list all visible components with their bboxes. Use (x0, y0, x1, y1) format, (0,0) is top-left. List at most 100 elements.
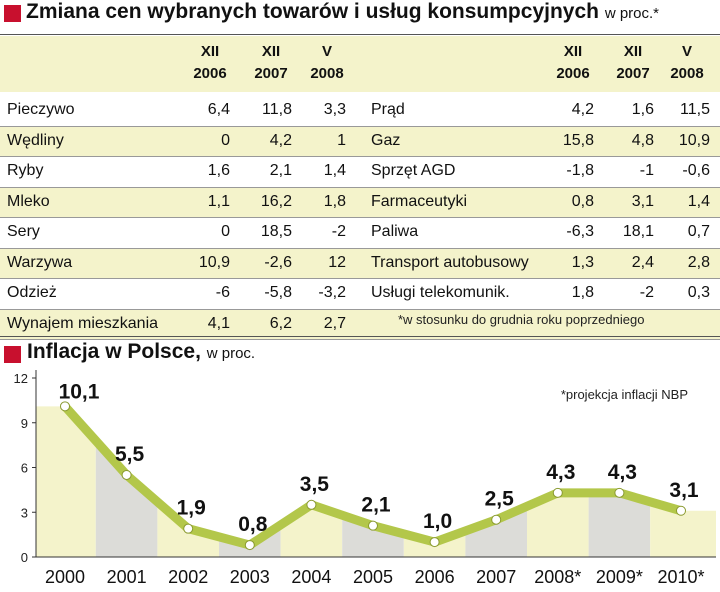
table-cell-value: 4,2 (269, 131, 292, 149)
table-row-label: Odzież (7, 284, 57, 301)
column-header-month: V (321, 43, 332, 60)
data-value-label: 1,0 (423, 510, 452, 533)
table-cell-value: 0 (221, 223, 230, 240)
table-row-label: Transport autobusowy (371, 253, 529, 271)
table-row-label: Paliwa (371, 223, 419, 240)
column-header-month: XII (563, 43, 583, 60)
data-value-label: 5,5 (115, 443, 145, 466)
table-cell-value: 1,4 (687, 192, 710, 210)
table-row-label: Prąd (371, 101, 405, 118)
data-point-marker (60, 401, 70, 412)
column-header-year: 2007 (254, 65, 288, 82)
table-title-text: Zmiana cen wybranych towarów i usług kon… (26, 0, 599, 23)
data-point-marker (429, 537, 440, 548)
column-header-month: V (681, 43, 692, 60)
y-tick-label: 3 (21, 505, 28, 520)
table-cell-value: 10,9 (198, 253, 230, 271)
data-value-label: 0,8 (238, 513, 268, 536)
inflation-line-chart: 0 3 6 9 12 10,1 5,5 1,9 0,8 3,5 2,1 1,0 2,5 4,3 4,3 3,1… (14, 370, 716, 587)
data-point-marker (552, 487, 563, 498)
table-cell-value: 10,9 (678, 131, 710, 149)
data-value-label: 3,5 (300, 473, 330, 496)
table-row-band (0, 186, 720, 217)
chart-title-text: Inflacja w Polsce, (27, 340, 201, 363)
table-cell-value: 2,4 (631, 253, 654, 271)
table-cell-value: 4,1 (207, 314, 230, 332)
table-cell-value: -6 (215, 284, 230, 301)
column-header-year: 2008 (670, 65, 704, 82)
table-row-label: Mleko (7, 192, 50, 210)
table-cell-value: -0,6 (682, 162, 710, 179)
data-point-marker (491, 514, 502, 525)
table-cell-value: 6,4 (207, 101, 230, 118)
data-value-label: 4,3 (546, 461, 575, 484)
table-cell-value: 1,1 (207, 192, 230, 210)
chart-annotation: *projekcja inflacji NBP (561, 387, 688, 402)
y-tick-label: 6 (21, 461, 28, 476)
table-row-divider (0, 125, 720, 127)
table-footnote: *w stosunku do grudnia roku poprzedniego (398, 312, 645, 327)
data-value-label: 2,1 (361, 494, 391, 517)
table-cell-value: 18,1 (622, 223, 654, 240)
table-cell-value: 11,8 (262, 101, 292, 118)
column-header-month: XII (200, 43, 220, 60)
table-cell-value: 15,8 (562, 131, 594, 149)
data-point-marker (183, 523, 194, 534)
table-row-divider (0, 247, 720, 249)
table-row-divider (0, 278, 720, 279)
table-cell-value: 12 (328, 253, 346, 271)
table-cell-value: 1 (337, 131, 346, 149)
table-row-label: Gaz (371, 131, 401, 149)
column-header-month: XII (261, 43, 281, 60)
column-header-year: 2006 (556, 65, 590, 82)
table-header-band (0, 36, 720, 92)
table-cell-value: -6,3 (566, 223, 594, 240)
table-cell-value: 3,1 (631, 192, 654, 210)
table-cell-value: 2,1 (269, 162, 292, 179)
x-tick-label: 2010* (657, 567, 704, 587)
table-cell-value: 0 (221, 131, 230, 149)
data-point-marker (306, 499, 317, 510)
table-cell-value: 1,4 (323, 162, 346, 179)
table-cell-value: -2 (331, 223, 346, 240)
chart-sky-mask (36, 370, 716, 546)
table-cell-value: 2,8 (687, 253, 710, 271)
table-row-label: Wędliny (7, 131, 64, 149)
column-header-year: 2006 (193, 65, 227, 82)
table-row-label: Wynajem mieszkania (7, 314, 159, 332)
table-row-label: Warzywa (7, 253, 73, 271)
table-cell-value: -2 (639, 284, 654, 301)
table-title: Zmiana cen wybranych towarów i usług kon… (26, 0, 659, 24)
table-top-rule (0, 34, 720, 35)
table-cell-value: -3,2 (318, 284, 346, 301)
table-row-band (0, 125, 720, 156)
table-cell-value: 0,3 (687, 284, 710, 301)
table-cell-value: 18,5 (260, 223, 292, 240)
table-row-label: Farmaceutyki (371, 192, 468, 210)
table-row-divider (0, 308, 720, 310)
table-row-label: Usługi telekomunik. (371, 284, 510, 301)
table-cell-value: 1,3 (571, 253, 594, 271)
x-tick-label: 2005 (353, 567, 393, 587)
table-row-label: Pieczywo (7, 101, 75, 118)
data-point-marker (676, 505, 686, 516)
table-cell-value: 0,8 (571, 192, 594, 210)
table-row-label: Sprzęt AGD (371, 162, 456, 179)
table-cell-value: -5,8 (264, 284, 292, 301)
data-point-marker (368, 520, 378, 531)
chart-title: Inflacja w Polsce, w proc. (27, 340, 255, 364)
x-tick-label: 2009* (596, 567, 643, 587)
table-row-band (0, 247, 720, 278)
x-tick-label: 2008* (534, 567, 581, 587)
table-cell-value: 4,8 (631, 131, 654, 149)
column-header-year: 2007 (616, 65, 650, 82)
y-tick-label: 0 (21, 550, 28, 565)
data-value-label: 1,9 (177, 497, 206, 520)
table-cell-value: 1,6 (631, 101, 654, 118)
x-tick-label: 2004 (291, 567, 331, 587)
column-header-year: 2008 (310, 65, 344, 82)
data-value-label: 10,1 (59, 380, 100, 403)
y-tick-label: 12 (14, 371, 28, 386)
table-row-divider (0, 217, 720, 218)
x-tick-label: 2000 (45, 567, 85, 587)
